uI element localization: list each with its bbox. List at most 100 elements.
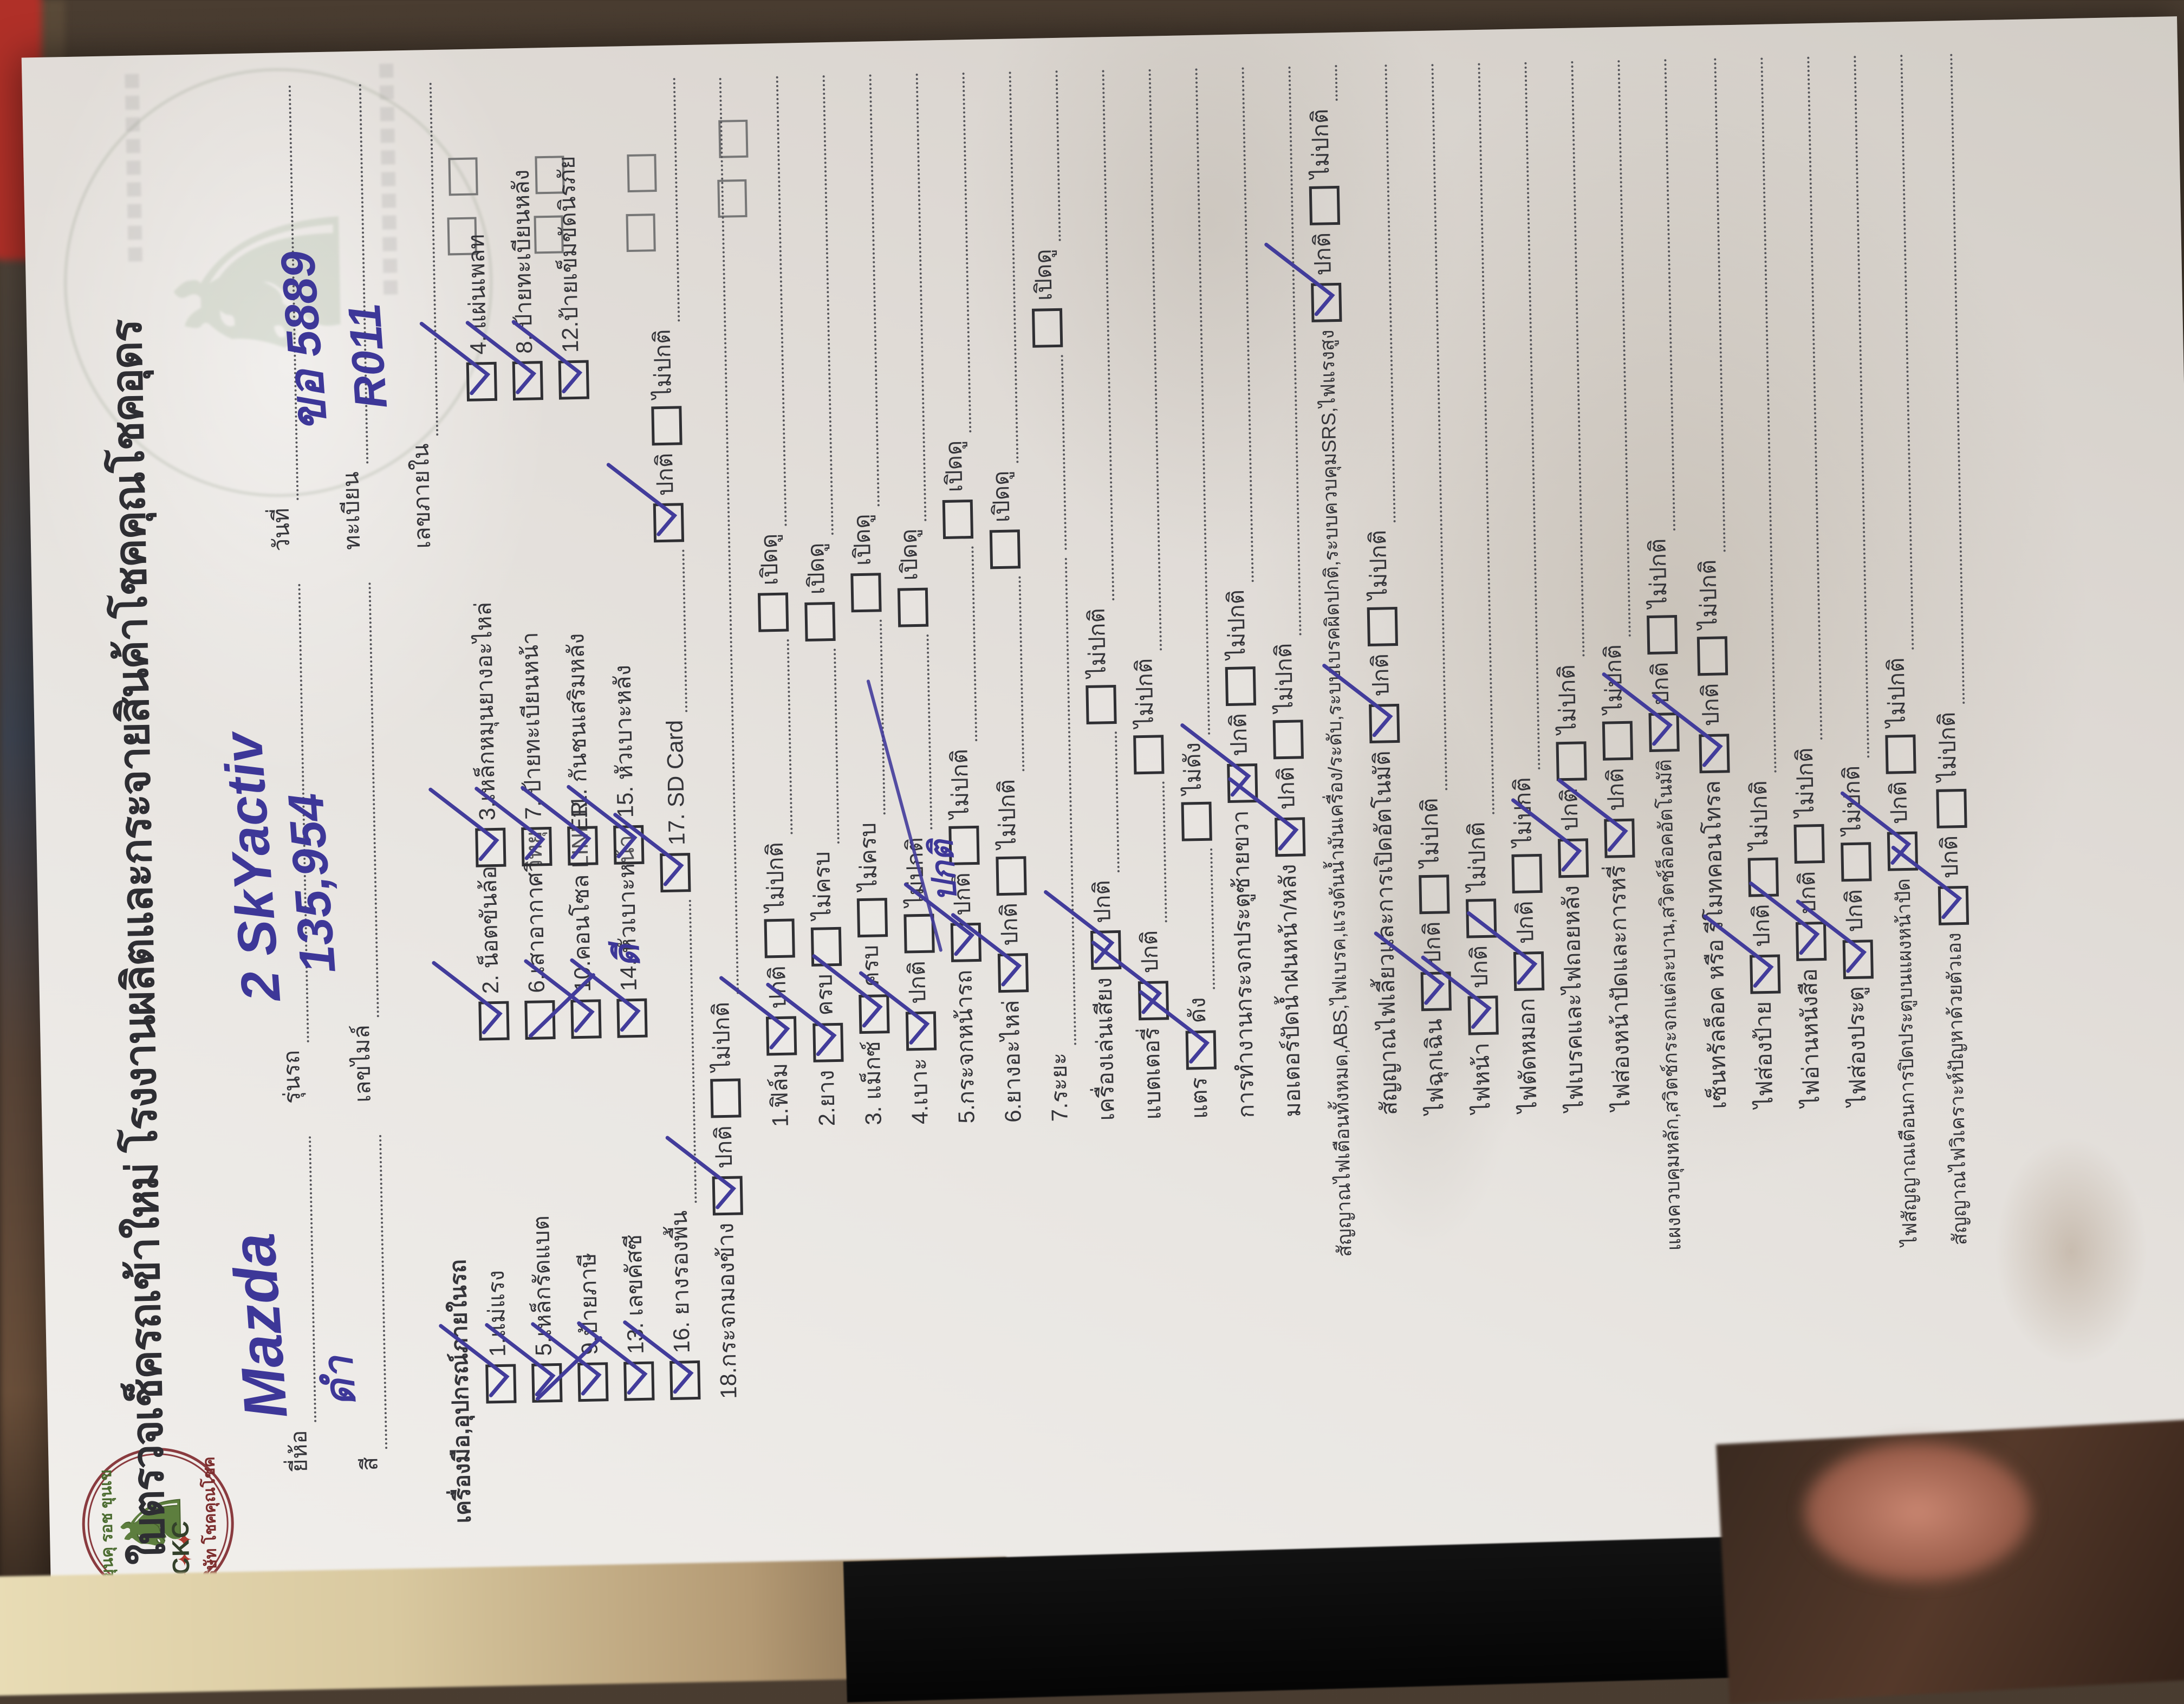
ok-checkbox[interactable] [1044, 890, 1122, 970]
bad-checkbox[interactable] [903, 913, 935, 954]
ok-checkbox[interactable] [766, 983, 844, 1063]
equipment-checkbox[interactable] [623, 1320, 701, 1400]
dotted-line[interactable] [1928, 53, 1965, 705]
ok-checkbox[interactable] [1421, 955, 1499, 1035]
ok-checkbox[interactable] [1511, 798, 1589, 878]
equipment-checkbox[interactable] [577, 1321, 655, 1401]
ok-checkbox[interactable] [903, 883, 982, 963]
dotted-line[interactable] [1173, 67, 1211, 735]
ok-checkbox[interactable] [1652, 693, 1730, 773]
ok-checkbox[interactable] [951, 913, 1029, 993]
ok-checkbox[interactable] [859, 971, 937, 1051]
ok-checkbox[interactable] [1374, 931, 1452, 1012]
mileage-input-line[interactable] [347, 582, 379, 1018]
dotted-line[interactable] [950, 546, 978, 742]
dotted-line[interactable] [1503, 61, 1540, 770]
equipment-checkbox[interactable] [419, 321, 498, 401]
dotted-line[interactable] [1596, 59, 1631, 637]
dotted-line[interactable] [857, 619, 886, 815]
dotted-line[interactable] [1785, 56, 1823, 741]
ok-checkbox[interactable] [1467, 911, 1545, 991]
bad-checkbox[interactable] [1602, 721, 1634, 761]
bad-checkbox[interactable] [1086, 684, 1117, 724]
ok-checkbox[interactable] [1180, 723, 1258, 804]
dotted-line[interactable] [1127, 68, 1162, 651]
dotted-line[interactable] [1080, 69, 1115, 601]
open-check-checkbox[interactable] [757, 592, 789, 632]
dotted-line[interactable] [894, 73, 927, 522]
ok-checkbox[interactable] [1703, 914, 1781, 994]
ok-checkbox[interactable] [1139, 990, 1217, 1070]
bad-checkbox[interactable] [1367, 606, 1399, 646]
ok-checkbox[interactable] [1602, 672, 1680, 752]
equipment-checkbox[interactable] [428, 787, 506, 867]
ok-checkbox[interactable] [1091, 940, 1169, 1020]
dotted-line[interactable] [1220, 67, 1254, 582]
equipment-checkbox[interactable] [570, 958, 648, 1038]
ok-checkbox[interactable] [719, 976, 797, 1056]
dotted-line[interactable] [1409, 63, 1448, 791]
dotted-line[interactable] [1692, 57, 1726, 553]
dotted-line[interactable] [754, 75, 787, 527]
bad-checkbox[interactable] [1793, 824, 1825, 864]
equipment-checkbox[interactable] [511, 320, 589, 400]
dotted-line[interactable] [801, 75, 834, 535]
ok-checkbox[interactable] [1891, 845, 1969, 925]
ok-checkbox[interactable] [665, 1136, 743, 1216]
open-check-checkbox[interactable] [942, 499, 974, 539]
equipment-checkbox[interactable] [432, 961, 510, 1041]
bad-checkbox[interactable] [1841, 842, 1872, 882]
open-check-checkbox[interactable] [989, 529, 1021, 569]
ok-checkbox[interactable] [1322, 664, 1400, 744]
ok-checkbox[interactable] [812, 954, 890, 1034]
dotted-line[interactable] [651, 77, 680, 322]
dotted-line[interactable] [1039, 354, 1067, 550]
bad-checkbox[interactable] [1225, 666, 1257, 706]
ok-checkbox[interactable] [1228, 776, 1306, 857]
dotted-line[interactable] [987, 71, 1019, 463]
ok-checkbox[interactable] [1557, 778, 1635, 858]
bad-checkbox[interactable] [1133, 735, 1165, 775]
dotted-line[interactable] [811, 648, 840, 844]
bad-checkbox[interactable] [710, 1078, 742, 1118]
bad-checkbox[interactable] [1696, 636, 1728, 676]
dotted-line[interactable] [1313, 64, 1338, 102]
equipment-checkbox[interactable] [524, 1000, 556, 1040]
equipment-checkbox[interactable] [524, 959, 602, 1039]
dotted-line[interactable] [1832, 55, 1870, 759]
bad-checkbox[interactable] [1647, 615, 1678, 655]
equipment-checkbox[interactable] [521, 786, 599, 866]
bad-checkbox[interactable] [856, 898, 888, 938]
ok-checkbox[interactable] [1749, 881, 1827, 961]
dotted-line[interactable] [1739, 56, 1777, 773]
bad-checkbox[interactable] [1419, 874, 1450, 915]
open-check-checkbox[interactable] [850, 573, 882, 613]
bad-checkbox[interactable] [1747, 857, 1779, 897]
dotted-line[interactable] [1188, 848, 1216, 990]
bad-checkbox[interactable] [1511, 854, 1543, 894]
dotted-line[interactable] [1043, 557, 1077, 1046]
ok-checkbox[interactable] [1840, 791, 1919, 871]
dotted-line[interactable] [660, 549, 688, 713]
dotted-line[interactable] [1549, 60, 1585, 657]
dotted-line[interactable] [905, 634, 933, 830]
dotted-line[interactable] [1363, 64, 1396, 523]
bad-checkbox[interactable] [1936, 788, 1967, 828]
equipment-checkbox[interactable] [567, 785, 645, 865]
bad-checkbox[interactable] [1309, 185, 1341, 225]
bad-checkbox[interactable] [651, 406, 682, 446]
open-check-checkbox[interactable] [897, 587, 929, 627]
open-check-checkbox[interactable] [804, 601, 836, 642]
dotted-line[interactable] [1140, 781, 1167, 923]
equipment-checkbox[interactable] [465, 321, 544, 401]
dotted-line[interactable] [1266, 66, 1302, 636]
dotted-line[interactable] [1878, 54, 1914, 650]
ok-checkbox[interactable] [1264, 243, 1342, 322]
open-check-checkbox[interactable] [1031, 308, 1063, 348]
bad-checkbox[interactable] [764, 918, 795, 958]
equipment-checkbox[interactable] [485, 1323, 563, 1403]
equipment-checkbox[interactable] [613, 812, 691, 892]
dotted-line[interactable] [1642, 59, 1676, 532]
bad-checkbox[interactable] [810, 926, 842, 967]
ok-checkbox[interactable] [606, 463, 685, 543]
